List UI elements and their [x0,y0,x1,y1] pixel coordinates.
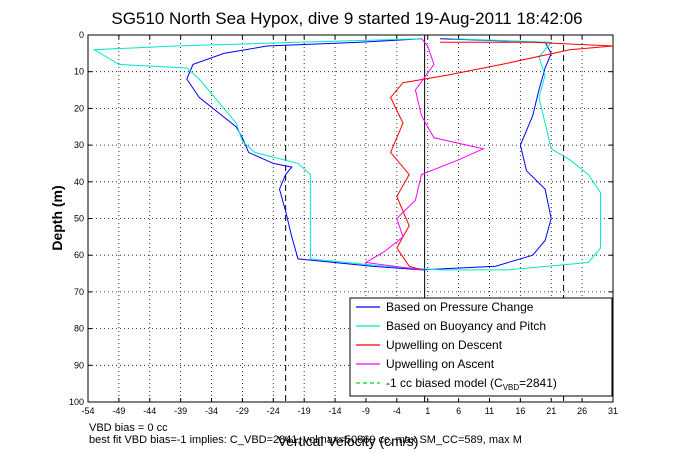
legend-label: Upwelling on Descent [386,338,503,352]
annotation-best-fit: best fit VBD bias=-1 implies: C_VBD=2841… [89,434,522,446]
x-axis-label: Vertical Velocity (cm/s) [278,433,419,449]
series-lines [92,38,614,271]
x-tick-label: -29 [236,406,249,416]
x-tick-label: -4 [393,406,401,416]
x-tick-label: -44 [143,406,156,416]
y-tick-label: 80 [74,324,84,334]
y-tick-label: 40 [74,177,84,187]
x-tick-label: -14 [329,406,342,416]
x-tick-label: -49 [112,406,125,416]
y-tick-label: 90 [74,360,84,370]
series-line [390,41,614,271]
x-tick-label: -34 [205,406,218,416]
x-axis: -54 -49 -44 -39 -34 -29 -24 -19 -14 -9 -4 1 6 11 16 21 2… [81,35,618,416]
x-tick-label: -24 [267,406,280,416]
x-tick-label: -54 [81,406,94,416]
y-axis: 0 10 20 30 40 50 60 70 80 90 100 [69,30,613,407]
x-tick-label: -19 [298,406,311,416]
x-tick-label: -9 [362,406,370,416]
legend: Based on Pressure Change Based on Buoyanc… [349,297,613,397]
series-line [364,38,485,271]
annotation-vbd-bias: VBD bias = 0 cc [89,422,168,434]
x-tick-label: 26 [577,406,587,416]
x-tick-label: 6 [456,406,461,416]
y-tick-label: 70 [74,287,84,297]
x-tick-label: 1 [425,406,430,416]
series-line [186,38,552,271]
chart-title: SG510 North Sea Hypox, dive 9 started 19… [111,9,582,28]
y-tick-label: 10 [74,67,84,77]
x-tick-label: 16 [515,406,525,416]
x-tick-label: -39 [174,406,187,416]
y-tick-label: 100 [69,397,84,407]
x-tick-label: 31 [608,406,618,416]
legend-label: Based on Buoyancy and Pitch [386,319,546,333]
legend-label: Upwelling on Ascent [386,357,495,371]
y-axis-label: Depth (m) [49,185,65,250]
series-line [92,38,602,271]
y-tick-label: 50 [74,214,84,224]
x-tick-label: 11 [485,406,494,416]
x-tick-label: 21 [546,406,556,416]
legend-label: Based on Pressure Change [386,300,534,314]
legend-label: -1 cc biased model (CVBD=2841) [386,376,557,392]
y-tick-label: 0 [79,30,84,40]
y-tick-label: 60 [74,250,84,260]
legend-box [349,297,613,397]
y-tick-label: 20 [74,103,84,113]
y-tick-label: 30 [74,140,84,150]
